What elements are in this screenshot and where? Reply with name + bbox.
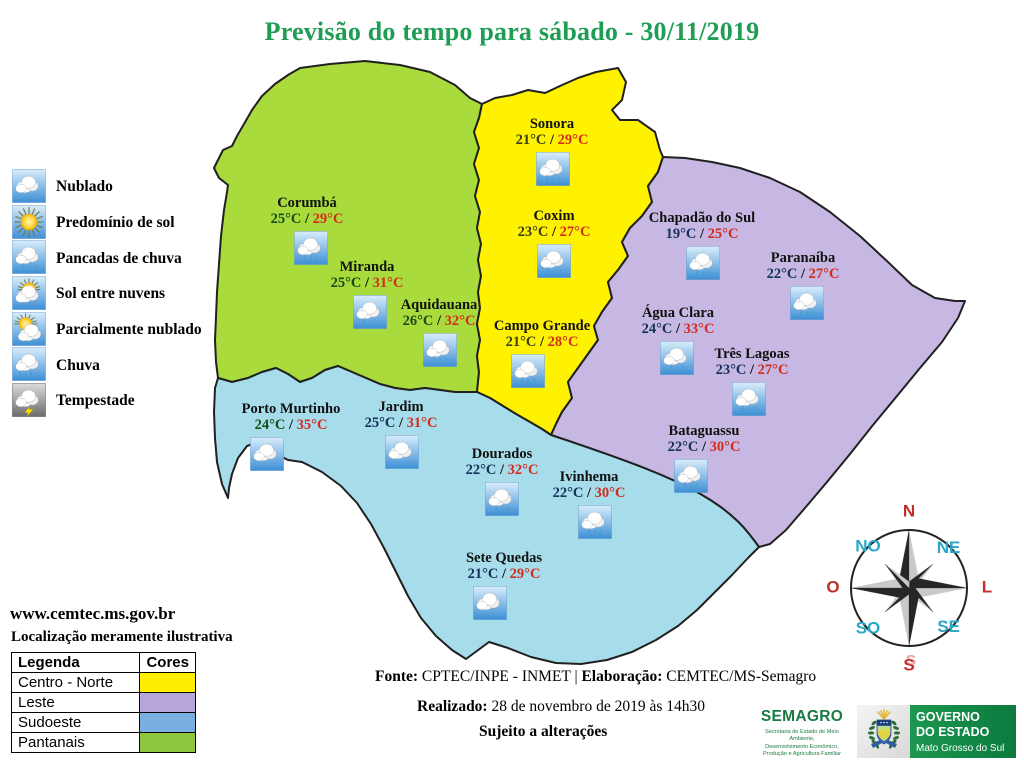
svg-text:O: O	[826, 577, 839, 596]
svg-text:Jardim: Jardim	[378, 399, 423, 415]
svg-text:26°C / 32°C: 26°C / 32°C	[403, 313, 476, 329]
svg-text:SO: SO	[856, 618, 881, 637]
svg-text:25°C / 29°C: 25°C / 29°C	[271, 211, 344, 227]
svg-text:NE: NE	[937, 538, 961, 557]
svg-text:24°C / 35°C: 24°C / 35°C	[255, 417, 328, 433]
svg-text:SE: SE	[937, 617, 960, 636]
svg-text:23°C / 27°C: 23°C / 27°C	[716, 362, 789, 378]
svg-text:Sete Quedas: Sete Quedas	[466, 550, 542, 566]
svg-text:24°C / 33°C: 24°C / 33°C	[642, 321, 715, 337]
svg-text:Coxim: Coxim	[533, 208, 574, 224]
svg-text:Aquidauana: Aquidauana	[401, 297, 478, 313]
svg-text:Paranaíba: Paranaíba	[771, 250, 836, 266]
svg-text:21°C / 28°C: 21°C / 28°C	[506, 334, 579, 350]
svg-text:22°C / 27°C: 22°C / 27°C	[767, 266, 840, 282]
svg-text:Três Lagoas: Três Lagoas	[714, 346, 789, 362]
svg-text:22°C / 32°C: 22°C / 32°C	[466, 462, 539, 478]
svg-text:NO: NO	[855, 536, 881, 555]
svg-text:N: N	[903, 501, 915, 520]
svg-text:L: L	[982, 577, 992, 596]
svg-text:Água Clara: Água Clara	[642, 304, 715, 321]
svg-text:Bataguassu: Bataguassu	[669, 423, 740, 439]
svg-text:Chapadão do Sul: Chapadão do Sul	[649, 210, 755, 226]
svg-text:23°C / 27°C: 23°C / 27°C	[518, 224, 591, 240]
svg-text:Campo Grande: Campo Grande	[494, 318, 591, 334]
svg-text:19°C / 25°C: 19°C / 25°C	[666, 226, 739, 242]
svg-text:Miranda: Miranda	[340, 259, 396, 275]
svg-text:25°C / 31°C: 25°C / 31°C	[365, 415, 438, 431]
svg-text:Sonora: Sonora	[530, 116, 575, 132]
svg-text:22°C / 30°C: 22°C / 30°C	[553, 485, 626, 501]
svg-text:Corumbá: Corumbá	[277, 195, 337, 211]
svg-text:25°C / 31°C: 25°C / 31°C	[331, 275, 404, 291]
svg-text:Porto Murtinho: Porto Murtinho	[242, 401, 341, 417]
svg-text:Ivinhema: Ivinhema	[560, 469, 620, 485]
svg-text:21°C / 29°C: 21°C / 29°C	[468, 566, 541, 582]
svg-text:22°C / 30°C: 22°C / 30°C	[668, 439, 741, 455]
svg-text:21°C / 29°C: 21°C / 29°C	[516, 132, 589, 148]
svg-text:Dourados: Dourados	[472, 446, 533, 462]
